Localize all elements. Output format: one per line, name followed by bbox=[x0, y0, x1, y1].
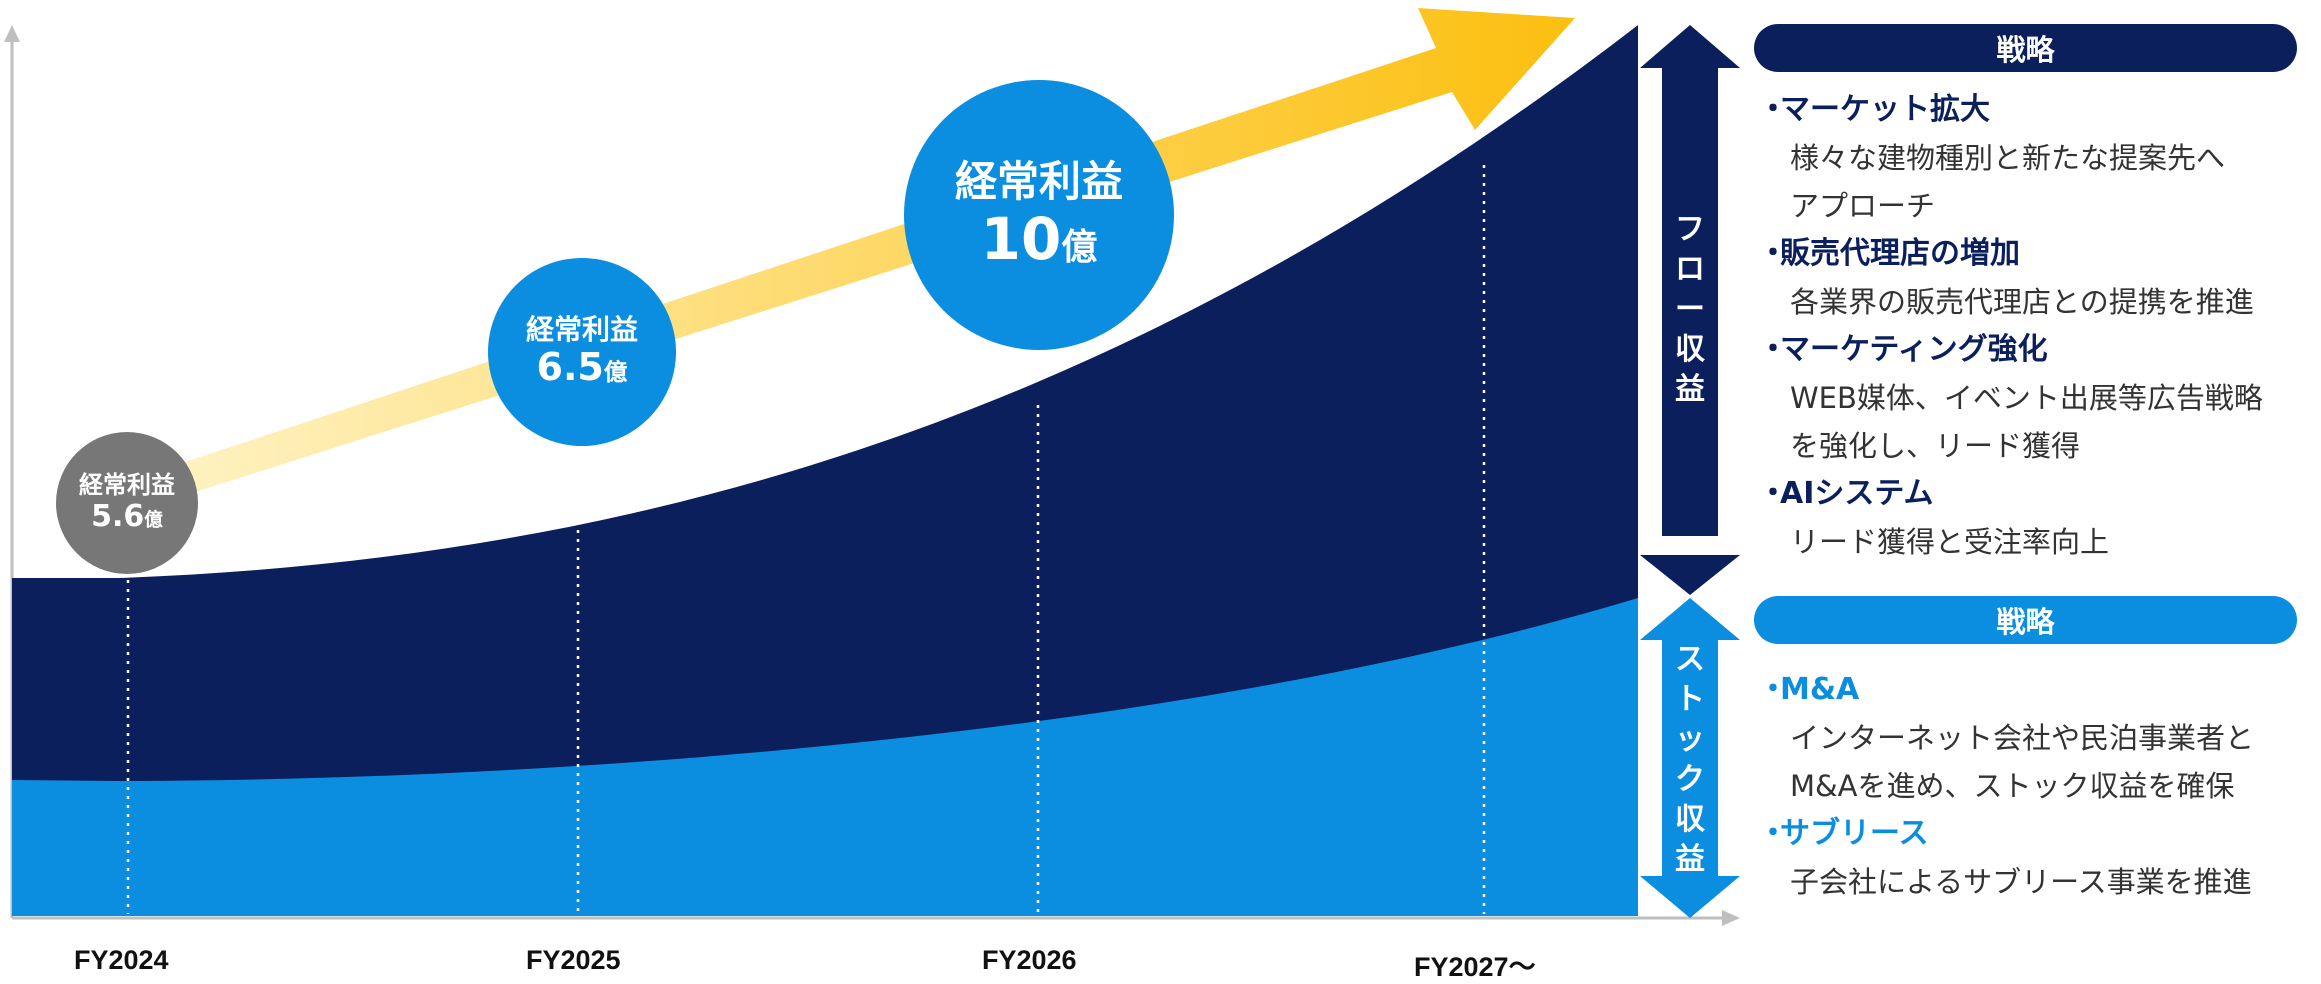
desc-line: インターネット会社や民泊事業者と bbox=[1790, 721, 2255, 755]
strategy-flow-list: ・マーケット拡大 様々な建物種別と新たな提案先へ アプローチ ・販売代理店の増加 … bbox=[1758, 86, 2318, 566]
desc-line: M&Aを進め、ストック収益を確保 bbox=[1790, 769, 2235, 803]
stock-label-char: ス bbox=[1675, 642, 1705, 677]
x-axis-arrowhead bbox=[1722, 910, 1740, 926]
strategy-item-title: ・販売代理店の増加 bbox=[1758, 236, 2020, 271]
profit-bubble-value: 6.5億 bbox=[536, 345, 628, 390]
strategy-item-title: ・マーケット拡大 bbox=[1758, 92, 1990, 127]
desc-line: リード獲得と受注率向上 bbox=[1790, 525, 2110, 559]
stock-label-char: ッ bbox=[1675, 722, 1705, 757]
x-label-fy2024: FY2024 bbox=[74, 945, 169, 975]
desc-line: 各業界の販売代理店との提携を推進 bbox=[1790, 285, 2254, 319]
x-label-fy2027: FY2027〜 bbox=[1414, 952, 1536, 982]
profit-value-number: 5.6 bbox=[91, 498, 145, 534]
profit-bubble-fy2024: 経常利益 5.6億 bbox=[56, 432, 198, 574]
desc-line: を強化し、リード獲得 bbox=[1790, 429, 2081, 463]
strategy-stock-header: 戦略 bbox=[1754, 596, 2297, 644]
stock-label-char: 益 bbox=[1675, 842, 1705, 877]
profit-bubble-label: 経常利益 bbox=[954, 156, 1123, 206]
profit-value-number: 6.5 bbox=[536, 345, 604, 390]
strategy-item-desc: リード獲得と受注率向上 bbox=[1758, 518, 2318, 566]
flow-revenue-label: フ ロ ー 収 益 bbox=[1670, 210, 1710, 410]
strategy-item-desc: 様々な建物種別と新たな提案先へ アプローチ bbox=[1758, 134, 2318, 230]
strategy-flow-header: 戦略 bbox=[1754, 24, 2297, 72]
strategy-item-title: ・AIシステム bbox=[1758, 476, 1934, 511]
flow-label-char: フ bbox=[1675, 212, 1705, 247]
profit-value-unit: 億 bbox=[1061, 226, 1098, 268]
flow-label-char: 収 bbox=[1675, 332, 1705, 367]
strategy-title-text: サブリース bbox=[1780, 816, 1929, 851]
profit-value-unit: 億 bbox=[144, 509, 163, 531]
year-guides bbox=[126, 165, 1486, 914]
strategy-item: ・AIシステム リード獲得と受注率向上 bbox=[1758, 470, 2318, 566]
x-label-fy2026: FY2026 bbox=[982, 945, 1077, 975]
x-label-fy2025: FY2025 bbox=[526, 945, 621, 975]
strategy-item-title: ・サブリース bbox=[1758, 816, 1929, 851]
strategy-title-text: マーケティング強化 bbox=[1780, 332, 2048, 367]
profit-bubble-fy2026: 経常利益 10億 bbox=[904, 80, 1174, 350]
profit-bubble-label: 経常利益 bbox=[525, 313, 638, 347]
stock-revenue-area bbox=[12, 598, 1638, 916]
strategy-item: ・販売代理店の増加 各業界の販売代理店との提携を推進 bbox=[1758, 230, 2318, 326]
strategy-title-text: M&A bbox=[1780, 672, 1860, 707]
profit-value-unit: 億 bbox=[603, 358, 628, 387]
strategy-item-desc: 各業界の販売代理店との提携を推進 bbox=[1758, 278, 2318, 326]
stock-band-double-arrow bbox=[1640, 598, 1740, 918]
strategy-item-desc: インターネット会社や民泊事業者と M&Aを進め、ストック収益を確保 bbox=[1758, 714, 2318, 810]
flow-label-char: ー bbox=[1675, 292, 1705, 327]
profit-bubble-fy2025: 経常利益 6.5億 bbox=[488, 258, 676, 446]
strategy-item: ・マーケット拡大 様々な建物種別と新たな提案先へ アプローチ bbox=[1758, 86, 2318, 230]
profit-value-number: 10 bbox=[980, 204, 1062, 273]
y-axis-arrowhead bbox=[4, 25, 20, 42]
strategy-item: ・マーケティング強化 WEB媒体、イベント出展等広告戦略 を強化し、リード獲得 bbox=[1758, 326, 2318, 470]
desc-line: アプローチ bbox=[1790, 189, 1936, 223]
stock-label-char: 収 bbox=[1675, 802, 1705, 837]
profit-bubble-value: 5.6億 bbox=[91, 498, 163, 535]
strategy-item: ・サブリース 子会社によるサブリース事業を推進 bbox=[1758, 810, 2318, 906]
flow-band-double-arrow bbox=[1640, 25, 1740, 595]
strategy-item-desc: WEB媒体、イベント出展等広告戦略 を強化し、リード獲得 bbox=[1758, 374, 2318, 470]
stock-label-char: ト bbox=[1675, 682, 1705, 717]
strategy-item-title: ・マーケティング強化 bbox=[1758, 332, 2048, 367]
strategy-item: ・M&A インターネット会社や民泊事業者と M&Aを進め、ストック収益を確保 bbox=[1758, 666, 2318, 810]
strategy-title-text: AIシステム bbox=[1780, 476, 1934, 511]
strategy-title-text: 販売代理店の増加 bbox=[1780, 236, 2020, 271]
profit-bubble-label: 経常利益 bbox=[79, 470, 175, 499]
stock-revenue-label: ス ト ッ ク 収 益 bbox=[1670, 640, 1710, 880]
strategy-item-desc: 子会社によるサブリース事業を推進 bbox=[1758, 858, 2318, 906]
desc-line: 様々な建物種別と新たな提案先へ bbox=[1790, 141, 2226, 175]
flow-label-char: ロ bbox=[1675, 252, 1705, 287]
flow-label-char: 益 bbox=[1675, 372, 1705, 407]
profit-bubble-value: 10億 bbox=[980, 204, 1098, 273]
stock-label-char: ク bbox=[1675, 762, 1705, 797]
strategy-item-title: ・M&A bbox=[1758, 672, 1860, 707]
desc-line: WEB媒体、イベント出展等広告戦略 bbox=[1790, 381, 2263, 415]
desc-line: 子会社によるサブリース事業を推進 bbox=[1790, 865, 2252, 899]
strategy-stock-list: ・M&A インターネット会社や民泊事業者と M&Aを進め、ストック収益を確保 ・サ… bbox=[1758, 666, 2318, 906]
strategy-title-text: マーケット拡大 bbox=[1780, 92, 1990, 127]
